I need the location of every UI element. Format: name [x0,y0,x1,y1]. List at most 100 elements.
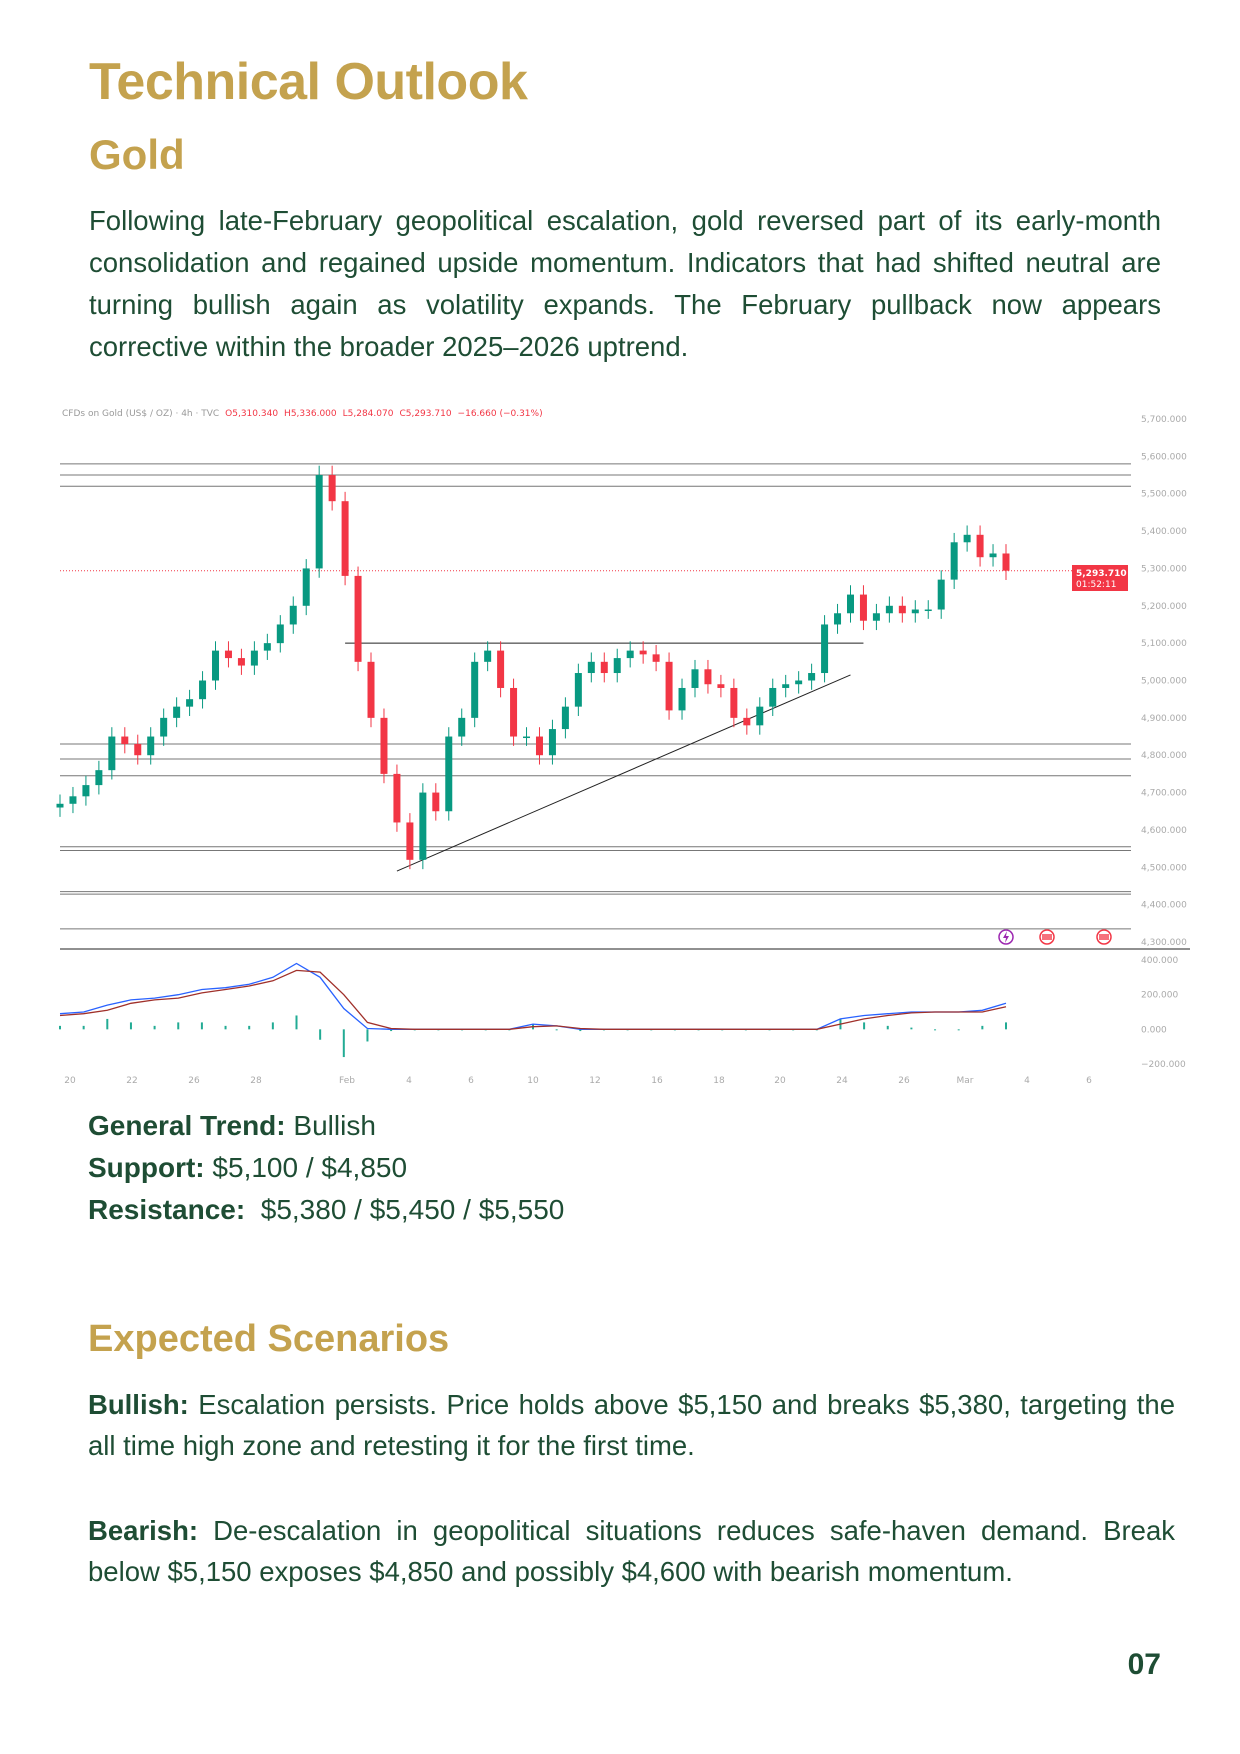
resistance-value: $5,380 / $5,450 / $5,550 [245,1194,565,1225]
chart-open: O5,310.340 [225,409,278,419]
candle-body [704,669,712,685]
candle-body [872,613,880,621]
bullish-text: Escalation persists. Price holds above $… [88,1389,1175,1461]
chart-high: H5,336.000 [284,409,337,419]
chart-symbol: CFDs on Gold (US$ / OZ) · 4h · TVC [62,409,219,419]
macd-histogram-bar [555,1029,558,1031]
macd-tick-label: 0.000 [1141,1025,1167,1035]
price-tick-label: 4,700.000 [1141,789,1187,799]
price-tick-label: 4,800.000 [1141,751,1187,761]
candle-body [795,680,803,685]
macd-histogram-bar [200,1022,203,1030]
resistance-label: Resistance: [88,1194,246,1225]
date-tick-label: Feb [339,1076,355,1086]
support-levels: Support: $5,100 / $4,850 [88,1147,564,1189]
macd-histogram-bar [59,1025,61,1030]
candle-body [717,684,725,688]
candle-body [95,770,103,786]
macd-histogram-bar [579,1029,582,1032]
bearish-label: Bearish: [88,1515,199,1546]
candle-body [769,687,777,707]
scenarios-title: Expected Scenarios [88,1318,450,1360]
candle-body [432,792,440,812]
price-tick-label: 5,500.000 [1141,490,1187,500]
candle-body [212,650,220,681]
macd-histogram-bar [177,1022,180,1030]
candle-body [924,609,932,612]
candle-body [56,803,64,808]
candle-body [587,661,595,674]
macd-histogram-bar [886,1025,889,1030]
intro-paragraph: Following late-February geopolitical esc… [89,205,1161,362]
us-flag-stripes [1099,934,1109,940]
candle-body [834,613,842,625]
candle-body [678,687,686,711]
candle-body [276,624,284,644]
candle-body [782,684,790,688]
date-tick-label: 28 [250,1076,262,1086]
price-tick-label: 5,200.000 [1141,602,1187,612]
signal-line [59,969,1007,1030]
page-number: 07 [1127,1648,1161,1681]
candle-body [341,501,349,576]
macd-histogram-bar [390,1029,393,1032]
date-tick-label: 10 [527,1076,539,1086]
date-tick-label: 22 [126,1076,137,1086]
ascending-trendline [396,674,851,872]
candle-body [730,687,738,718]
price-tick-label: 4,300.000 [1141,938,1187,948]
date-tick-label: 26 [188,1076,200,1086]
macd-histogram-bar [224,1025,227,1030]
price-tick-label: 4,900.000 [1141,714,1187,724]
chart-low: L5,284.070 [343,409,394,419]
macd-tick-label: 400.000 [1141,956,1178,966]
candle-body [445,736,453,812]
candle-body [108,736,116,771]
macd-histogram-bar [129,1022,132,1030]
candle-body [328,475,336,502]
candle-body [535,736,543,756]
candle-body [523,736,531,739]
candle-body [186,699,194,707]
date-tick-label: 6 [1086,1076,1092,1086]
candle-body [263,643,271,651]
candle-body [743,717,751,726]
chart-change: −16.660 (−0.31%) [458,409,543,419]
bullish-scenario: Bullish: Escalation persists. Price hold… [88,1384,1175,1466]
resistance-levels: Resistance: $5,380 / $5,450 / $5,550 [88,1189,564,1231]
chart-close: C5,293.710 [399,409,451,419]
candle-body [406,822,414,860]
candle-body [315,475,323,569]
price-tick-label: 5,100.000 [1141,639,1187,649]
candle-body [237,658,245,666]
macd-histogram-bar [1005,1022,1007,1030]
candle-body [173,706,181,718]
candle-body [846,594,854,614]
candle-body [600,661,608,674]
date-tick-label: 4 [1024,1076,1030,1086]
macd-histogram-bar [271,1022,274,1030]
candle-body [898,605,906,614]
trend-value: Bullish [285,1110,376,1141]
candle-body [691,669,699,688]
macd-histogram-bar [342,1029,345,1058]
candle-body [393,773,401,823]
date-tick-label: 20 [64,1076,76,1086]
macd-histogram-bar [153,1025,156,1030]
candle-body [1002,553,1010,571]
last-price-tag [1072,565,1128,591]
candle-body [626,650,634,659]
price-tick-label: 5,000.000 [1141,677,1187,687]
macd-histogram-bar [863,1022,866,1030]
candle-body [613,658,621,674]
candle-body [859,594,867,621]
macd-histogram-bar [319,1029,322,1040]
page-title: Technical Outlook [89,53,528,111]
candle-body [471,661,479,718]
candle-body [250,650,258,666]
macd-histogram-bar [366,1029,369,1042]
date-tick-label: 6 [468,1076,474,1086]
candle-body [561,706,569,730]
general-trend: General Trend: Bullish [88,1105,564,1147]
candle-body [911,609,919,614]
